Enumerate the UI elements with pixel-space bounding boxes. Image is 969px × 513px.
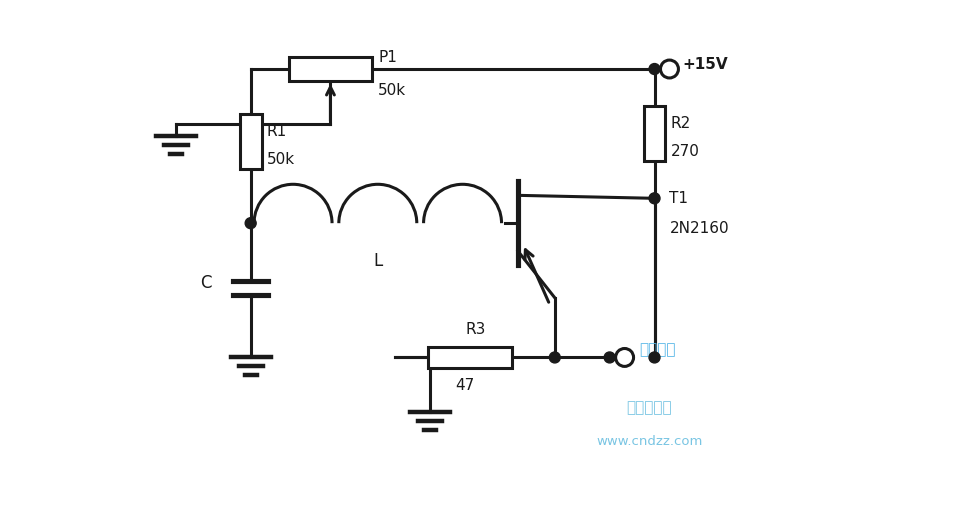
Text: 50k: 50k xyxy=(266,152,295,167)
Bar xyxy=(289,57,372,81)
Bar xyxy=(643,106,666,161)
Text: 电子绸图站: 电子绸图站 xyxy=(627,400,672,415)
Circle shape xyxy=(649,193,660,204)
Text: R1: R1 xyxy=(266,124,287,139)
Text: R2: R2 xyxy=(671,116,691,131)
Text: 47: 47 xyxy=(455,378,475,393)
Circle shape xyxy=(649,352,660,363)
Text: www.cndzz.com: www.cndzz.com xyxy=(596,436,703,448)
Text: 50k: 50k xyxy=(378,84,406,98)
Text: 正弦输出: 正弦输出 xyxy=(640,342,676,357)
Text: R3: R3 xyxy=(465,322,485,337)
Text: 270: 270 xyxy=(671,144,700,159)
Bar xyxy=(239,114,262,169)
Circle shape xyxy=(604,352,615,363)
Circle shape xyxy=(615,348,634,366)
Text: +15V: +15V xyxy=(682,56,728,71)
Text: C: C xyxy=(200,274,211,292)
Text: P1: P1 xyxy=(378,50,397,65)
Circle shape xyxy=(649,64,660,74)
Circle shape xyxy=(661,60,678,78)
Circle shape xyxy=(549,352,560,363)
Text: L: L xyxy=(373,252,383,270)
Text: 2N2160: 2N2160 xyxy=(670,221,729,235)
Circle shape xyxy=(245,218,256,229)
Bar xyxy=(428,346,512,368)
Text: T1: T1 xyxy=(670,191,688,206)
